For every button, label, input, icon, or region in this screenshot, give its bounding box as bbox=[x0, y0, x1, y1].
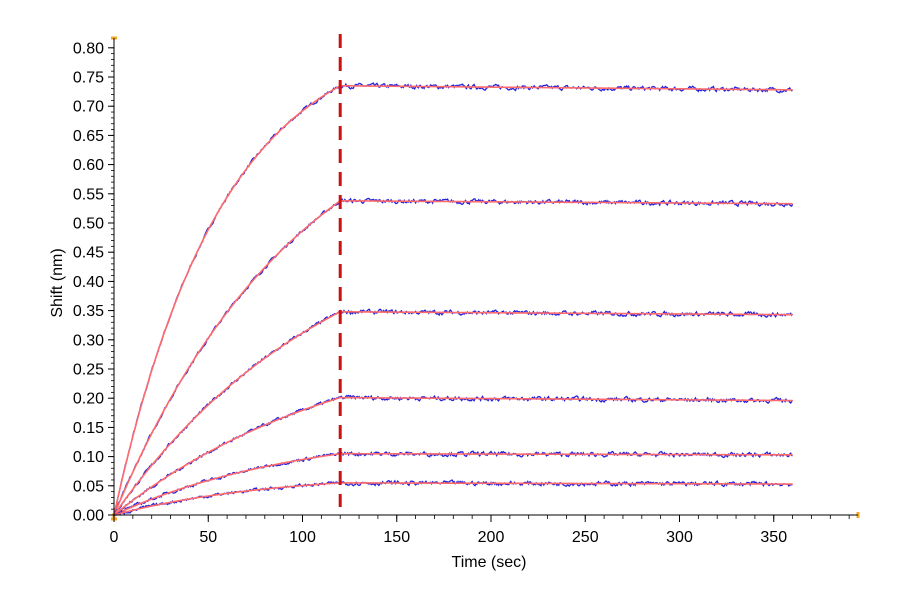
y-tick-label: 0.55 bbox=[73, 186, 104, 203]
x-tick-label: 100 bbox=[289, 529, 316, 546]
y-tick-label: 0.80 bbox=[73, 40, 104, 57]
y-tick-labels: 0.00 0.05 0.10 0.15 0.20 0.25 0.30 0.35 0.40 0.45… bbox=[73, 40, 104, 524]
y-tick-label: 0.15 bbox=[73, 420, 104, 437]
y-tick-label: 0.35 bbox=[73, 303, 104, 320]
axis-ticks bbox=[108, 36, 860, 522]
fit-curve bbox=[113, 482, 793, 516]
x-tick-labels: 0 50 100 150 200 250 300 350 bbox=[110, 529, 788, 546]
raw-data-trace bbox=[113, 197, 794, 516]
raw-data-trace bbox=[113, 479, 793, 516]
x-tick-label: 350 bbox=[760, 529, 787, 546]
y-axis-label: Shift (nm) bbox=[49, 248, 66, 317]
x-tick-label: 200 bbox=[478, 529, 505, 546]
y-tick-label: 0.45 bbox=[73, 245, 104, 262]
y-tick-label: 0.25 bbox=[73, 362, 104, 379]
y-tick-label: 0.75 bbox=[73, 70, 104, 87]
y-tick-label: 0.70 bbox=[73, 99, 104, 116]
y-tick-label: 0.65 bbox=[73, 128, 104, 145]
fit-curve bbox=[113, 396, 793, 516]
y-tick-label: 0.50 bbox=[73, 216, 104, 233]
x-tick-label: 150 bbox=[383, 529, 410, 546]
fit-curve bbox=[113, 200, 793, 516]
fit-curve bbox=[113, 310, 793, 516]
y-tick-label: 0.30 bbox=[73, 332, 104, 349]
x-tick-label: 0 bbox=[110, 529, 119, 546]
fit-curve bbox=[113, 452, 793, 516]
y-tick-label: 0.00 bbox=[73, 508, 104, 525]
y-tick-label: 0.10 bbox=[73, 449, 104, 466]
fit-curve bbox=[113, 84, 793, 516]
curves bbox=[113, 82, 794, 516]
x-axis-label: Time (sec) bbox=[452, 554, 527, 571]
raw-data-trace bbox=[113, 82, 793, 516]
y-tick-label: 0.40 bbox=[73, 274, 104, 291]
x-tick-label: 50 bbox=[199, 529, 217, 546]
x-tick-label: 300 bbox=[666, 529, 693, 546]
x-tick-label: 250 bbox=[572, 529, 599, 546]
y-tick-label: 0.05 bbox=[73, 478, 104, 495]
y-tick-label: 0.20 bbox=[73, 391, 104, 408]
y-tick-label: 0.60 bbox=[73, 157, 104, 174]
